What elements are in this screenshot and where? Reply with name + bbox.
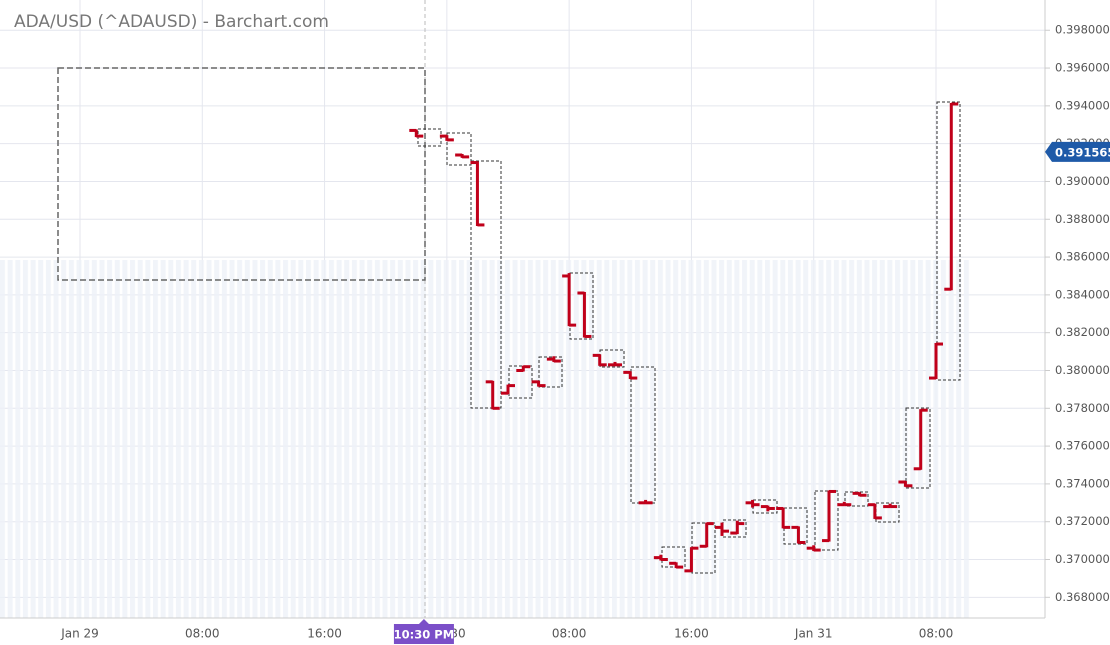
y-tick-label: 0.384000 [1055,287,1110,301]
x-tick-label: 16:00 [674,627,709,641]
ohlc-bar [944,102,959,291]
ohlc-bar [470,161,485,227]
ohlc-bar [684,546,699,573]
ohlc-bar [776,506,791,529]
y-tick-label: 0.376000 [1055,439,1110,453]
y-tick-label: 0.382000 [1055,325,1110,339]
ohlc-bar [730,520,745,535]
crosshair-pointer [418,619,429,624]
ohlc-bar [745,499,760,508]
ohlc-bar [501,384,515,395]
ohlc-bar [608,361,622,367]
x-tick-label: 16:00 [307,627,342,641]
x-tick-label: 08:00 [185,627,220,641]
ohlc-bar [638,499,653,505]
ohlc-bar [531,380,546,388]
y-tick-label: 0.380000 [1055,363,1110,377]
y-tick-label: 0.388000 [1055,212,1110,226]
y-tick-label: 0.398000 [1055,23,1110,37]
y-tick-label: 0.372000 [1055,514,1110,528]
ohlc-bar [546,356,561,363]
last-price-label: 0.391565 [1055,145,1110,159]
ohlc-bar [852,491,867,497]
ohlc-bar [653,554,668,562]
ohlc-bar [898,480,913,488]
crosshair-label-box [393,624,454,644]
ohlc-bar [913,408,928,471]
ohlc-bar [485,380,500,410]
x-tick-label: 08:00 [919,627,954,641]
ohlc-bar [669,561,684,569]
ohlc-bar [516,365,531,372]
y-tick-label: 0.390000 [1055,174,1110,188]
ohlc-bar [760,505,775,512]
y-tick-label: 0.386000 [1055,250,1110,264]
y-tick-label: 0.394000 [1055,98,1110,112]
ohlc-bar [409,128,424,138]
ohlc-bar [577,291,592,338]
background-bars [0,260,970,618]
ohlc-bar [562,273,577,327]
ohlc-bar [837,501,852,507]
ohlc-bar [791,525,806,544]
ohlc-bar [867,503,882,520]
x-tick-label: Jan 31 [794,627,833,641]
last-price-box [1045,141,1110,162]
ohlc-bar [883,503,898,509]
ohlc-bar [929,342,943,380]
y-tick-label: 0.374000 [1055,476,1110,490]
y-tick-label: 0.378000 [1055,401,1110,415]
ohlc-bar [439,134,454,142]
crosshair-label: 10:30 PM [394,628,454,642]
ohlc-bar [455,153,470,159]
x-tick-label: 08:00 [552,627,587,641]
ohlc-bar [623,370,638,380]
ohlc-bar [715,522,729,536]
y-tick-label: 0.370000 [1055,552,1110,566]
x-tick-label: Jan 29 [60,627,99,641]
chart-title: ADA/USD (^ADAUSD) - Barchart.com [14,12,329,32]
y-tick-label: 0.396000 [1055,61,1110,75]
ohlc-bar [699,522,714,548]
y-tick-label: 0.368000 [1055,590,1110,604]
ohlc-bar [822,489,836,543]
ohlc-bar [592,353,607,367]
ohlc-bar [806,545,821,552]
